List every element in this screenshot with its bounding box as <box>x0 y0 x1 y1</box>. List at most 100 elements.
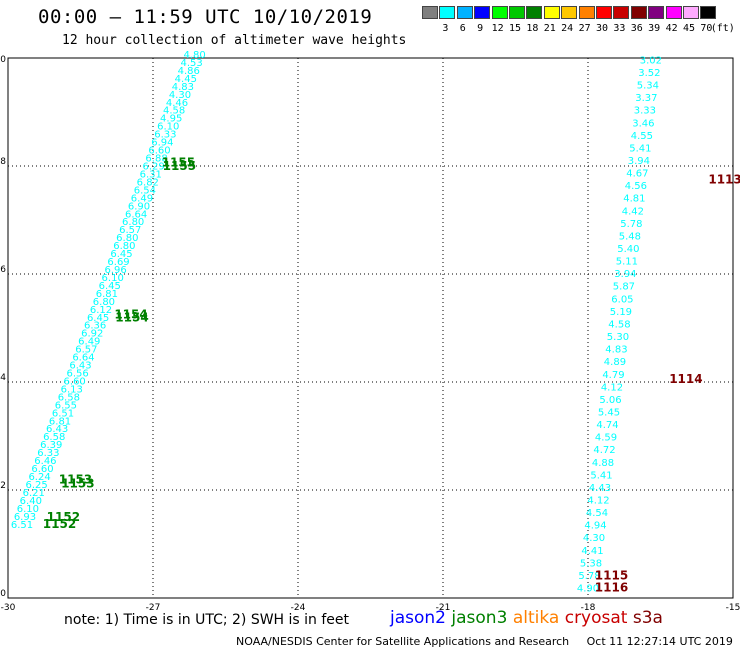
swh-label: 5.41 <box>629 143 651 154</box>
swh-label: 6.55 <box>55 400 77 411</box>
swh-label: 4.56 <box>625 181 647 192</box>
time-label: 1154 <box>115 311 148 325</box>
legend-label: 27 <box>578 23 591 34</box>
legend-label: 24 <box>561 23 574 34</box>
page-title: 00:00 – 11:59 UTC 10/10/2019 <box>38 6 373 28</box>
swh-label: 4.67 <box>626 169 648 180</box>
y-tick-label: 2 <box>0 481 6 491</box>
swh-label: 4.55 <box>631 131 653 142</box>
swh-label: 6.25 <box>26 480 48 491</box>
swh-label: 6.36 <box>84 321 106 332</box>
swh-label: 6.93 <box>14 512 36 523</box>
legend-swatch <box>526 6 543 19</box>
y-tick-label: 0 <box>0 589 6 599</box>
swh-label: 6.10 <box>102 273 124 284</box>
mission-cryosat: cryosat <box>564 608 633 628</box>
swh-label: 4.83 <box>172 82 194 93</box>
swh-label: 6.05 <box>611 294 633 305</box>
swh-label: 6.49 <box>131 193 153 204</box>
swh-label: 5.41 <box>590 470 612 481</box>
swh-label: 6.94 <box>151 138 173 149</box>
swh-label: 6.33 <box>154 130 176 141</box>
time-label: 1152 <box>43 517 76 531</box>
time-label: 1115 <box>595 569 628 583</box>
swh-label: 6.12 <box>90 305 112 316</box>
legend-label: 45 <box>682 23 696 34</box>
swh-label: 6.57 <box>75 345 97 356</box>
time-label: 1113 <box>708 172 740 186</box>
legend-swatch <box>578 6 595 19</box>
swh-label: 6.80 <box>113 241 135 252</box>
legend-label: 36 <box>630 23 643 34</box>
swh-label: 6.31 <box>140 169 162 180</box>
swh-label: 6.13 <box>61 384 83 395</box>
x-tick-label: -24 <box>291 603 306 613</box>
swh-label: 4.45 <box>175 74 197 85</box>
swh-label: 6.21 <box>23 488 45 499</box>
legend-label: 33 <box>613 23 626 34</box>
mission-jason2: jason2 <box>390 608 452 628</box>
swh-label: 5.30 <box>607 332 629 343</box>
swh-label: 6.46 <box>34 456 56 467</box>
swh-label: 6.10 <box>17 504 39 515</box>
x-tick-label: -18 <box>581 603 596 613</box>
swh-label: 6.10 <box>157 122 179 133</box>
legend-swatch <box>561 6 578 19</box>
swh-label: 4.94 <box>584 521 606 532</box>
swh-label: 6.64 <box>125 209 147 220</box>
legend-swatch <box>491 6 508 19</box>
swh-label: 5.38 <box>580 558 602 569</box>
swh-label: 6.81 <box>96 289 118 300</box>
swh-label: 4.58 <box>163 106 185 117</box>
swh-label: 6.88 <box>145 154 167 165</box>
swh-label: 5.40 <box>617 244 639 255</box>
x-tick-label: -30 <box>1 603 16 613</box>
mission-legend: jason2 jason3 altika cryosat s3a <box>390 608 663 628</box>
swh-label: 6.81 <box>49 416 71 427</box>
swh-label: 6.60 <box>64 376 86 387</box>
swh-label: 3.37 <box>635 93 657 104</box>
swh-label: 5.11 <box>616 257 638 268</box>
swh-label: 4.46 <box>166 98 188 109</box>
y-tick-label: 10 <box>0 55 6 65</box>
legend-unit: (ft) <box>710 23 735 34</box>
swh-label: 3.52 <box>638 68 660 79</box>
time-label: 1114 <box>669 372 702 386</box>
swh-label: 4.89 <box>604 357 626 368</box>
legend-label: 9 <box>477 23 484 34</box>
swh-label: 4.81 <box>623 194 645 205</box>
legend-label: 12 <box>491 23 504 34</box>
time-label: 1116 <box>595 581 628 595</box>
swh-label: 6.69 <box>107 257 129 268</box>
swh-label: 6.80 <box>122 217 144 228</box>
swh-label: 6.49 <box>78 337 100 348</box>
swh-label: 6.45 <box>99 281 121 292</box>
swh-label: 6.58 <box>43 432 65 443</box>
y-tick-label: 8 <box>0 157 6 167</box>
time-label: 1155 <box>163 159 196 173</box>
y-tick-label: 4 <box>0 373 6 383</box>
legend-label: 30 <box>595 23 609 34</box>
mission-jason3: jason3 <box>451 608 513 628</box>
swh-label: 6.58 <box>58 392 80 403</box>
swh-label: 6.24 <box>28 472 50 483</box>
plot-frame <box>7 57 734 599</box>
swh-label: 6.92 <box>81 329 103 340</box>
swh-label: 5.19 <box>610 307 632 318</box>
swh-label: 6.39 <box>40 440 62 451</box>
swh-label: 4.53 <box>181 58 203 69</box>
legend-swatch <box>422 6 438 19</box>
swh-label: 4.90 <box>577 584 599 595</box>
swh-label: 3.94 <box>628 156 650 167</box>
footer-note: note: 1) Time is in UTC; 2) SWH is in fe… <box>64 612 350 628</box>
legend-label: 3 <box>442 23 449 34</box>
swh-label: 6.57 <box>119 225 141 236</box>
swh-label: 5.06 <box>599 395 621 406</box>
swh-label: 4.43 <box>589 483 611 494</box>
y-tick-label: 6 <box>0 265 6 275</box>
swh-label: 6.54 <box>134 185 156 196</box>
swh-label: 5.78 <box>578 571 600 582</box>
legend-swatch <box>683 6 699 19</box>
swh-label: 4.59 <box>595 433 617 444</box>
